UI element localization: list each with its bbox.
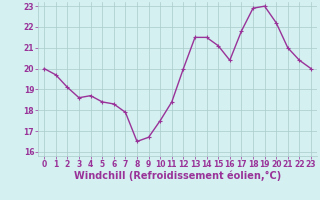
X-axis label: Windchill (Refroidissement éolien,°C): Windchill (Refroidissement éolien,°C) bbox=[74, 171, 281, 181]
